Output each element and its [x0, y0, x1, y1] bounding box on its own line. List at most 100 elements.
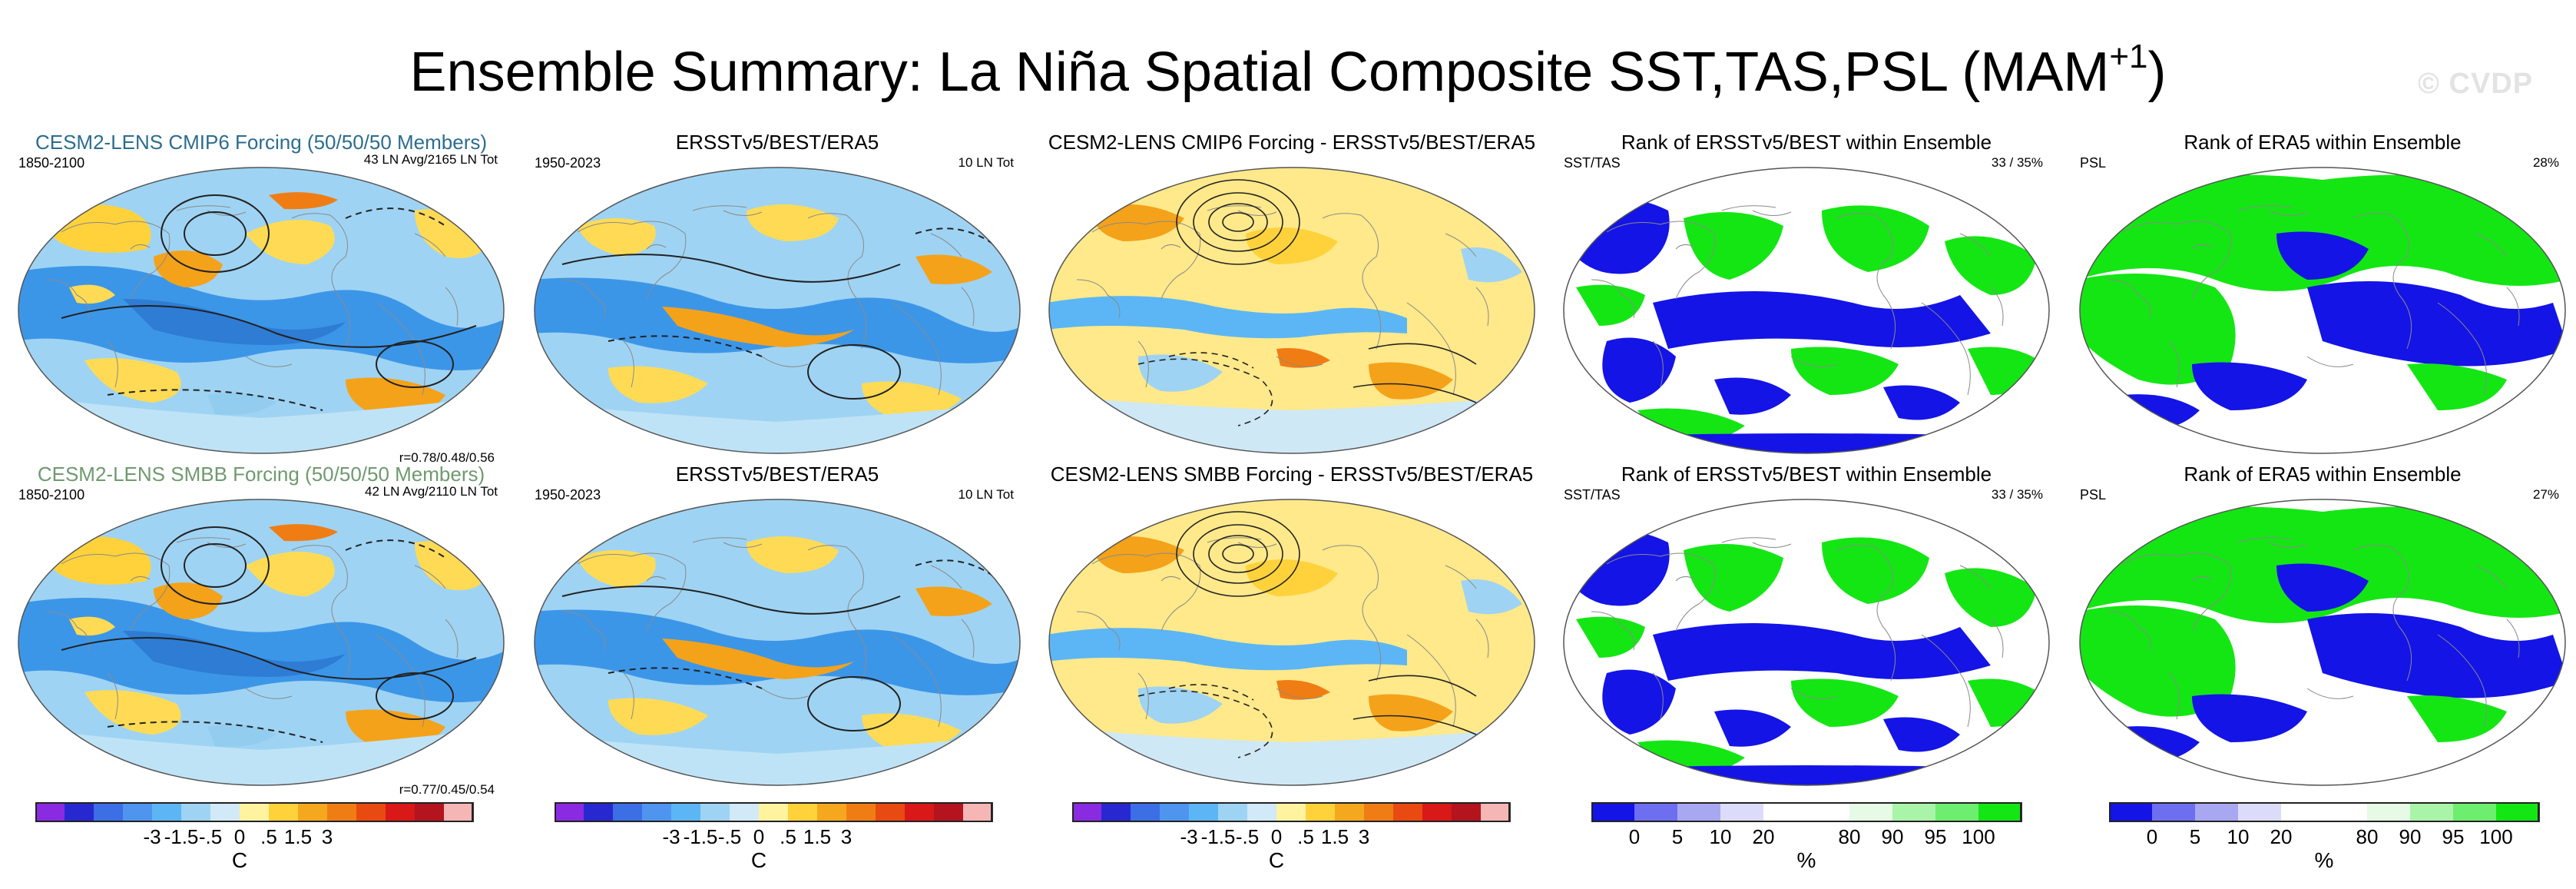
colorbar-swatch — [730, 802, 760, 822]
variable-label: PSL — [2080, 155, 2107, 171]
panel-model-cmip6: CESM2-LENS CMIP6 Forcing (50/50/50 Membe… — [8, 131, 515, 469]
colorbar-frame — [1591, 802, 2021, 822]
colorbar-swatch — [181, 802, 211, 822]
rank-map — [1561, 164, 2052, 456]
panel-title: Rank of ERSSTv5/BEST within Ensemble — [1621, 463, 1992, 486]
colorbar-unit: C — [750, 848, 767, 872]
colorbar-tick-label: 1.5 — [1320, 825, 1349, 848]
colorbar-tick-label: -.5 — [717, 825, 742, 848]
panel-title: Rank of ERA5 within Ensemble — [2184, 463, 2462, 486]
colorbar-tick-label: 80 — [2356, 825, 2379, 848]
colorbar-swatch — [584, 802, 614, 822]
colorbar-tick-label: -3 — [1180, 825, 1198, 848]
colorbar-frame — [555, 802, 992, 822]
colorbar-swatch — [415, 802, 445, 822]
colorbar-swatch — [1591, 802, 1635, 822]
panel-title: CESM2-LENS SMBB Forcing (50/50/50 Member… — [37, 463, 485, 486]
colorbar-tick-label: 100 — [2479, 825, 2513, 848]
colorbar-unit: % — [1796, 848, 1816, 872]
colorbar-tick-label: 1.5 — [803, 825, 832, 848]
colorbar-swatch — [2367, 802, 2411, 822]
colorbar-swatch — [1935, 802, 1979, 822]
percent-label: 33 / 35% — [1991, 487, 2043, 502]
colorbar-tick-label: -1.5 — [683, 825, 718, 848]
panel-title: Rank of ERA5 within Ensemble — [2184, 131, 2462, 154]
colorbar-swatch — [35, 802, 65, 822]
panel-title: CESM2-LENS SMBB Forcing - ERSSTv5/BEST/E… — [1050, 463, 1534, 486]
colorbar-swatch — [444, 802, 474, 822]
colorbar-tick-label: 0 — [1270, 825, 1283, 848]
colorbar-swatch — [1978, 802, 2022, 822]
colorbar-tick-label: 100 — [1962, 825, 1995, 848]
panel-rank-psl-1: Rank of ERA5 within Ensemble PSL 28% — [2069, 131, 2576, 469]
colorbar-unit: C — [1268, 848, 1285, 872]
colorbar-frame — [35, 802, 473, 822]
panel-obs-1: ERSSTv5/BEST/ERA5 1950-2023 10 LN Tot — [524, 131, 1031, 469]
count-label: 10 LN Tot — [958, 155, 1014, 170]
rank-map — [1561, 496, 2052, 788]
colorbar-swatch — [2195, 802, 2239, 822]
colorbar-swatch — [94, 802, 124, 822]
colorbar-swatch — [2410, 802, 2454, 822]
pattern-correlation: r=0.77/0.45/0.54 — [399, 782, 495, 797]
panel-rank-sst-1: Rank of ERSSTv5/BEST within Ensemble SST… — [1553, 131, 2060, 469]
colorbar-tick-label: .5 — [1297, 825, 1314, 848]
panel-title: CESM2-LENS CMIP6 Forcing - ERSSTv5/BEST/… — [1048, 131, 1536, 154]
colorbar-swatch — [1720, 802, 1764, 822]
panel-title: CESM2-LENS CMIP6 Forcing (50/50/50 Membe… — [35, 131, 488, 154]
colorbar-tick-label: -1.5 — [164, 825, 199, 848]
years-label: 1850-2100 — [18, 155, 85, 171]
sst-map — [15, 164, 507, 456]
colorbar-swatch — [240, 802, 270, 822]
count-label: 10 LN Tot — [958, 487, 1014, 502]
colorbar-swatch — [2496, 802, 2540, 822]
colorbar-tick-label: -1.5 — [1200, 825, 1236, 848]
colorbar-tick-label: -3 — [143, 825, 161, 848]
colorbar-tick-label: 3 — [321, 825, 333, 848]
colorbar-tick-label: 0 — [2146, 825, 2158, 848]
colorbar-tick-label: 3 — [840, 825, 853, 848]
panel-diff-cmip6: CESM2-LENS CMIP6 Forcing - ERSSTv5/BEST/… — [1038, 131, 1545, 469]
colorbar-tick-label: 95 — [1924, 825, 1947, 848]
colorbar-swatch — [613, 802, 643, 822]
years-label: 1950-2023 — [535, 155, 601, 171]
colorbar-swatch — [2453, 802, 2497, 822]
colorbar-swatch — [2281, 802, 2325, 822]
colorbar-tick-label: -3 — [662, 825, 680, 848]
panel-title: ERSSTv5/BEST/ERA5 — [675, 131, 879, 154]
percent-label: 28% — [2532, 155, 2559, 170]
panel-model-smbb: CESM2-LENS SMBB Forcing (50/50/50 Member… — [8, 463, 515, 801]
colorbar-tick-label: 5 — [1671, 825, 1684, 848]
panel-diff-smbb: CESM2-LENS SMBB Forcing - ERSSTv5/BEST/E… — [1038, 463, 1545, 801]
sst-map — [531, 164, 1023, 456]
watermark: © CVDP — [2418, 68, 2534, 100]
colorbar-swatch — [298, 802, 328, 822]
colorbar-swatch — [963, 802, 993, 822]
colorbar-tick-label: -.5 — [1235, 825, 1260, 848]
years-label: 1950-2023 — [535, 487, 601, 503]
panel-rank-sst-2: Rank of ERSSTv5/BEST within Ensemble SST… — [1553, 463, 2060, 801]
colorbar-swatch — [1806, 802, 1850, 822]
colorbar-tick-label: 0 — [233, 825, 246, 848]
colorbar-swatch — [2109, 802, 2153, 822]
panel-obs-2: ERSSTv5/BEST/ERA5 1950-2023 10 LN Tot — [524, 463, 1031, 801]
years-label: 1850-2100 — [18, 487, 85, 503]
colorbar-swatch — [1849, 802, 1893, 822]
variable-label: SST/TAS — [1564, 155, 1621, 171]
colorbar-swatch — [817, 802, 847, 822]
variable-label: PSL — [2080, 487, 2107, 503]
colorbar-swatch — [1422, 802, 1452, 822]
percent-label: 27% — [2532, 487, 2559, 502]
colorbar-frame — [1072, 802, 1510, 822]
colorbar-swatch — [1247, 802, 1277, 822]
colorbar-tick-label: 0 — [1628, 825, 1641, 848]
colorbar-tick-label: 90 — [2399, 825, 2422, 848]
panel-rank-psl-2: Rank of ERA5 within Ensemble PSL 27% — [2069, 463, 2576, 801]
variable-label: SST/TAS — [1564, 487, 1621, 503]
colorbar-swatch — [846, 802, 876, 822]
rank-map — [2077, 164, 2568, 456]
colorbar-swatch — [2152, 802, 2196, 822]
colorbar-swatch — [642, 802, 672, 822]
sst-map — [531, 496, 1023, 788]
colorbar-swatch — [1481, 802, 1511, 822]
